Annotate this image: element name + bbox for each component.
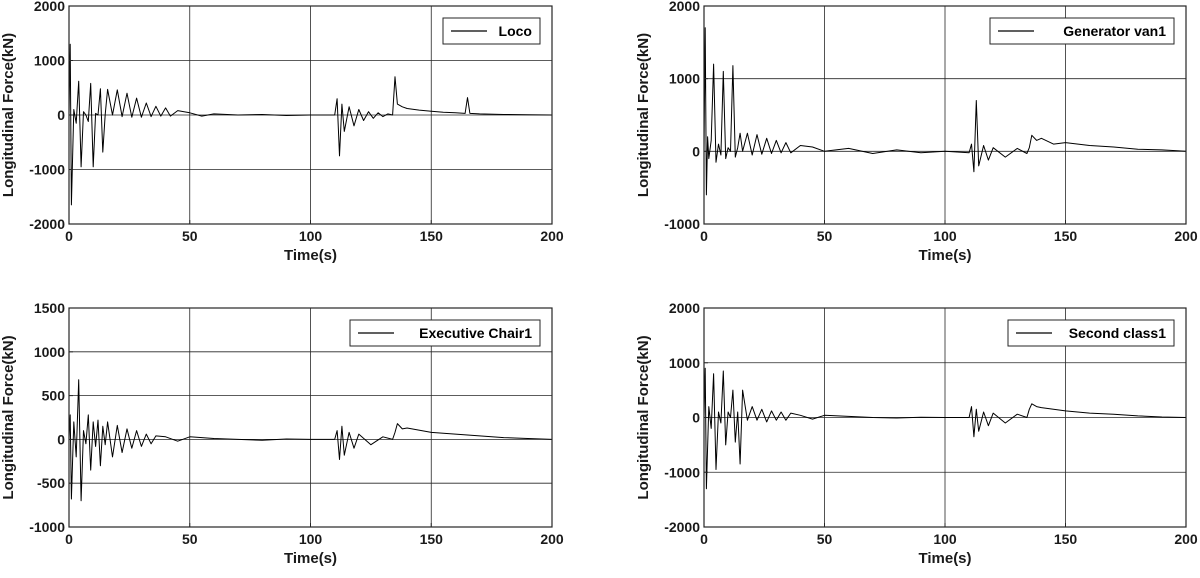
y-tick-label: 1000 — [669, 355, 700, 371]
legend-box — [1007, 319, 1175, 347]
y-tick-label: 500 — [42, 388, 66, 404]
y-tick-label: -1000 — [664, 216, 700, 232]
x-tick-label: 150 — [420, 228, 444, 244]
y-axis-label: Longitudinal Force(kN) — [0, 335, 17, 499]
y-tick-label: 0 — [692, 143, 700, 159]
y-tick-label: -1000 — [29, 162, 65, 178]
x-axis-label: Time(s) — [918, 247, 971, 264]
y-tick-label: 1000 — [669, 71, 700, 87]
y-tick-label: 1500 — [34, 300, 65, 316]
legend-label: Second class1 — [1069, 325, 1166, 341]
y-axis-label: Longitudinal Force(kN) — [0, 33, 17, 197]
y-tick-label: 1000 — [34, 53, 65, 69]
y-tick-label: -1000 — [664, 464, 700, 480]
x-tick-label: 150 — [1054, 228, 1078, 244]
legend-label: Generator van1 — [1063, 23, 1166, 39]
y-tick-label: 2000 — [34, 0, 65, 14]
y-tick-label: 0 — [57, 431, 65, 447]
legend-label: Executive Chair1 — [419, 325, 532, 341]
legend-label: Loco — [499, 23, 532, 39]
x-tick-label: 0 — [700, 531, 708, 547]
chart-panel-4: 0 50 100 150 200 -2000 -1000 0 1000 2000 Time(s) Lo… — [635, 300, 1198, 567]
x-tick-label: 100 — [933, 228, 957, 244]
x-tick-label: 200 — [540, 228, 564, 244]
chart-panel-1: 0 50 100 150 200 -2000 -1000 0 1000 2000 Time(s) Lo… — [0, 0, 564, 264]
series-line-1 — [68, 379, 553, 502]
x-tick-label: 200 — [540, 531, 564, 547]
x-tick-label: 0 — [65, 531, 73, 547]
legend: Generator van1 — [989, 17, 1175, 45]
x-tick-label: 0 — [65, 228, 73, 244]
x-tick-label: 100 — [933, 531, 957, 547]
x-tick-label: 50 — [817, 228, 833, 244]
x-tick-label: 0 — [700, 228, 708, 244]
x-tick-label: 100 — [299, 228, 323, 244]
chart-panel-2: 0 50 100 150 200-1000010002000Time(s)Longitu… — [635, 0, 1198, 264]
x-tick-label: 150 — [1054, 531, 1078, 547]
x-axis-label: Time(s) — [284, 550, 337, 567]
y-tick-label: -2000 — [29, 216, 65, 232]
series-line-1 — [703, 367, 1187, 490]
y-tick-label: -500 — [37, 475, 65, 491]
x-tick-label: 200 — [1174, 531, 1198, 547]
series-line-1 — [703, 27, 1187, 196]
y-axis-label: Longitudinal Force(kN) — [635, 335, 652, 499]
y-tick-label: -2000 — [664, 519, 700, 535]
y-tick-label: 1000 — [34, 344, 65, 360]
legend: Executive Chair1 — [349, 319, 541, 347]
chart-panel-3: 0 50 100 150 200 -1000 -500 0 500 1000 1500 Time(s)… — [0, 300, 564, 567]
x-tick-label: 100 — [299, 531, 323, 547]
y-tick-label: 2000 — [669, 300, 700, 316]
x-tick-label: 50 — [182, 228, 198, 244]
y-tick-label: -1000 — [29, 519, 65, 535]
y-tick-label: 0 — [692, 410, 700, 426]
y-axis-label: Longitudinal Force(kN) — [635, 33, 652, 197]
y-tick-label: 0 — [57, 107, 65, 123]
y-tick-label: 2000 — [669, 0, 700, 14]
series-line-1 — [68, 43, 553, 206]
x-tick-label: 200 — [1174, 228, 1198, 244]
legend: Second class1 — [1007, 319, 1175, 347]
x-tick-label: 150 — [420, 531, 444, 547]
x-tick-label: 50 — [182, 531, 198, 547]
x-axis-label: Time(s) — [918, 550, 971, 567]
legend: Loco — [442, 17, 541, 45]
x-axis-label: Time(s) — [284, 247, 337, 264]
x-tick-label: 50 — [817, 531, 833, 547]
